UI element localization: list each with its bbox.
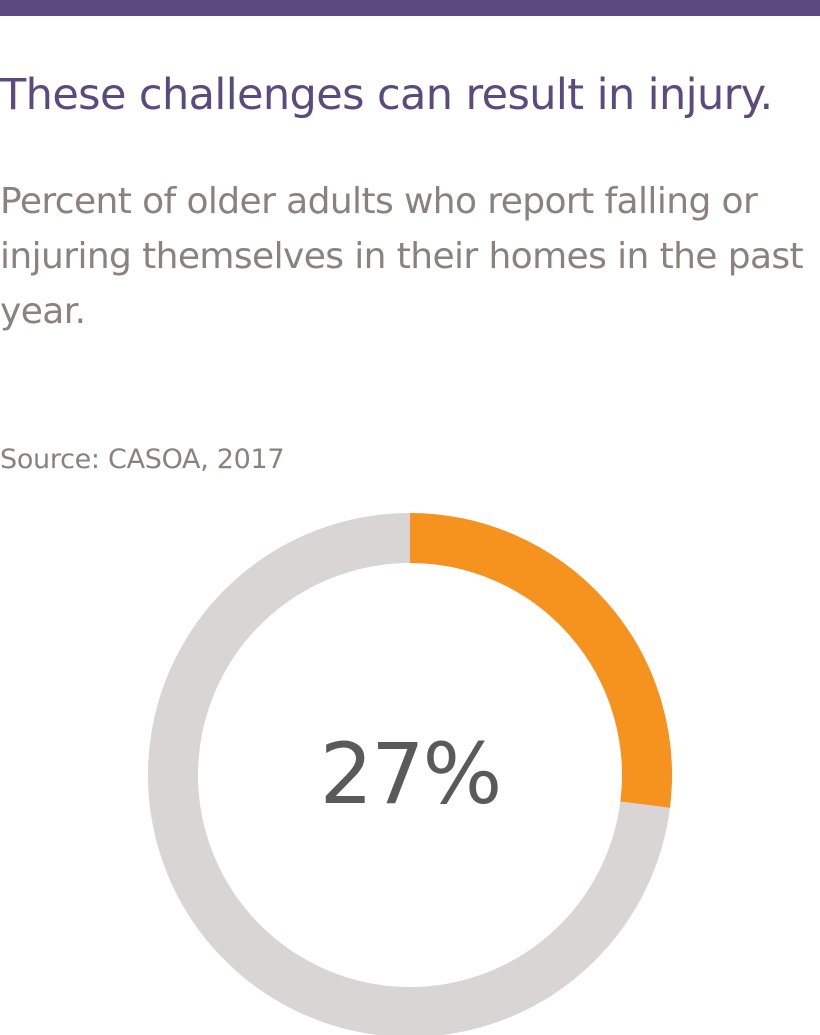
donut-slice-value: [409, 513, 672, 808]
chart-subtitle: Percent of older adults who report falli…: [0, 181, 804, 332]
donut-slice-remainder: [148, 513, 670, 1035]
page-title: These challenges can result in injury.: [0, 70, 773, 120]
source-note: Source: CASOA, 2017: [0, 444, 285, 475]
top-accent-bar: [0, 0, 820, 16]
donut-center-label: 27%: [320, 725, 501, 823]
